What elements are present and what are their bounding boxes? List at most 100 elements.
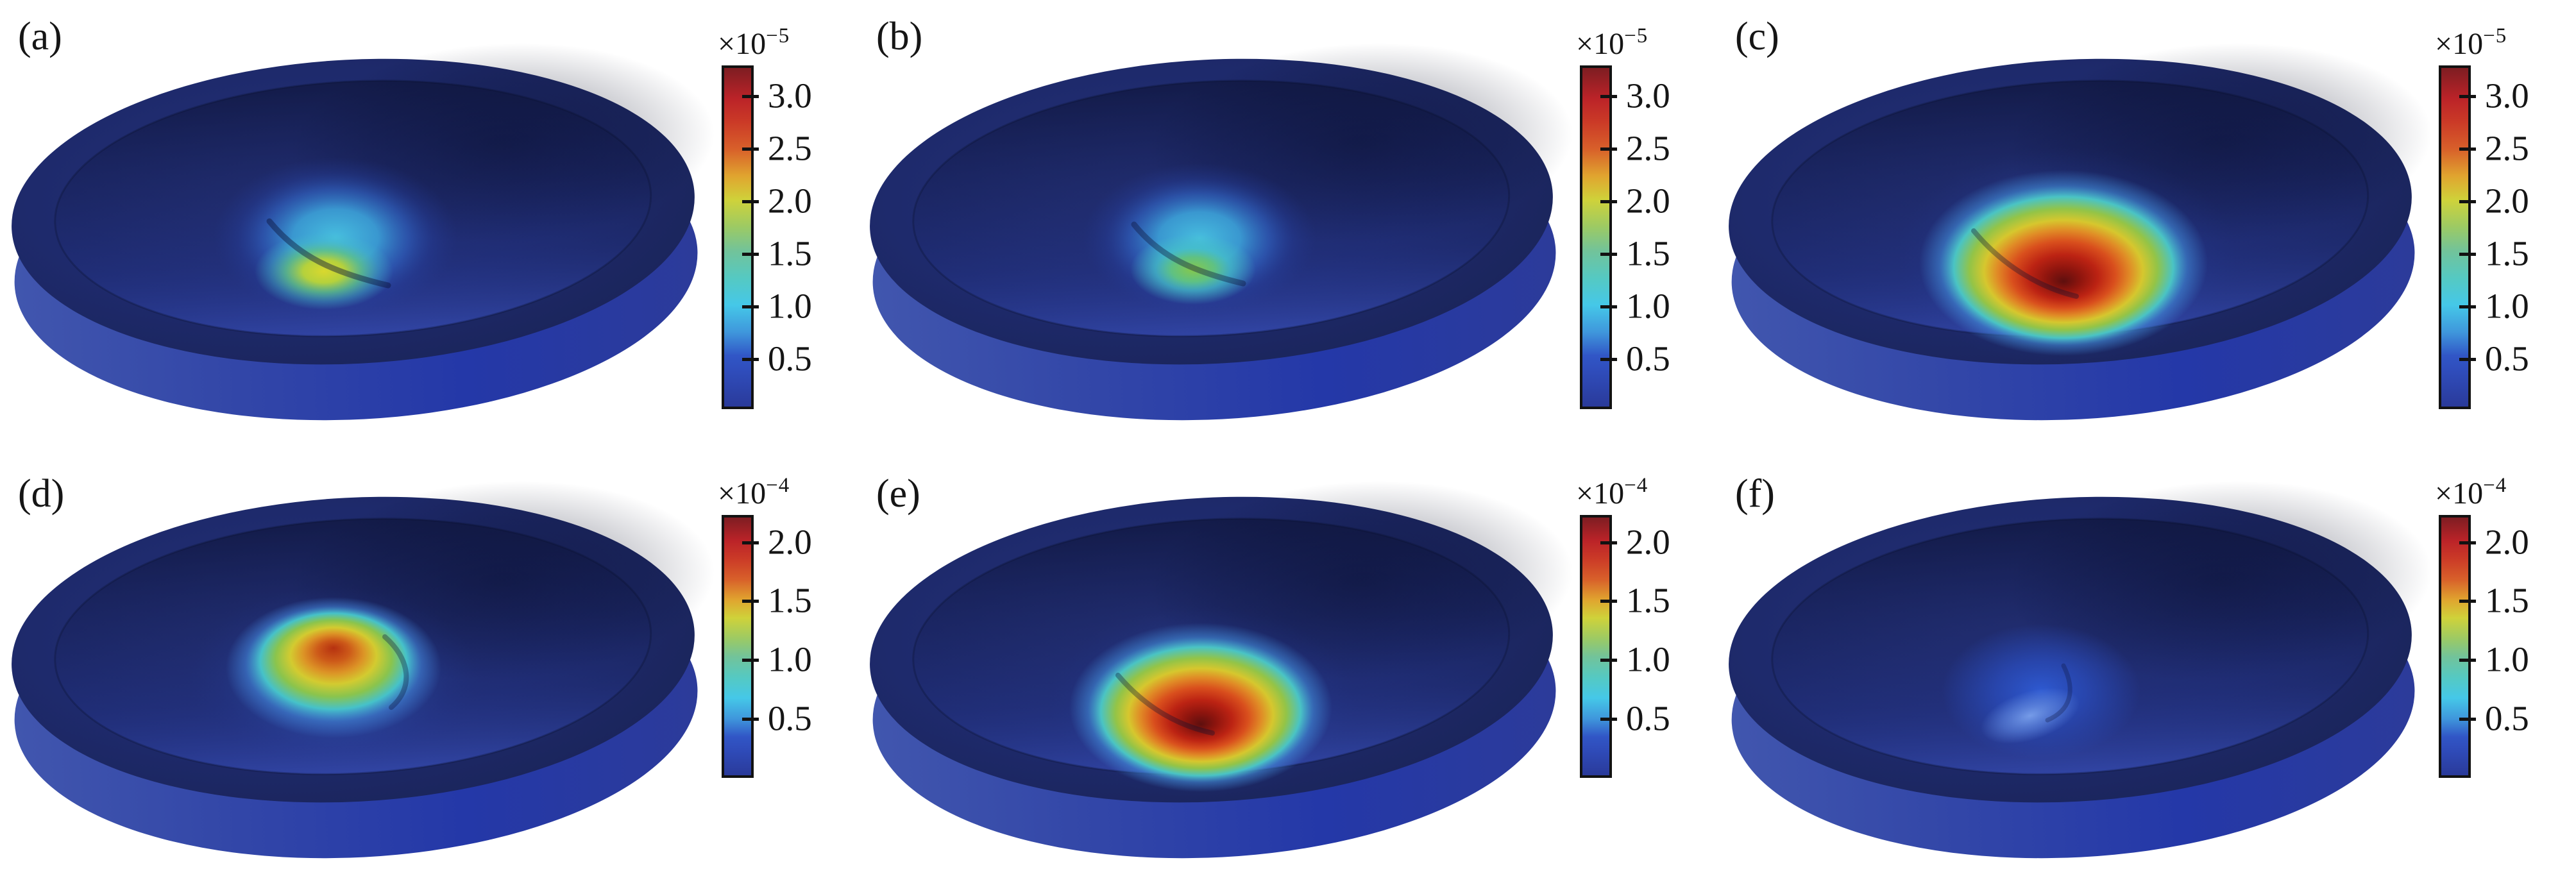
- colorbar-tick-label: 3.0: [2485, 76, 2529, 115]
- colorbar-tick: [1600, 200, 1617, 204]
- colorbar-gradient: [722, 515, 754, 778]
- colorbar-tick: [742, 718, 759, 721]
- hotspot-crease: [2045, 663, 2072, 723]
- colorbar-tick: [2459, 541, 2476, 545]
- colorbar-gradient: [1580, 515, 1612, 778]
- hotspot-crease: [1115, 673, 1215, 736]
- hotspot-e: [1048, 606, 1356, 798]
- surface-plot-a: [12, 42, 715, 421]
- panel-c: (c) ×10−5 3.0 2.5 2.0 1.5 1.0 0.5: [1717, 0, 2576, 438]
- hotspot-crease: [382, 634, 409, 710]
- colorbar-multiplier: ×10: [718, 476, 767, 511]
- colorbar-tick: [1600, 253, 1617, 257]
- colorbar-tick-label: 2.0: [1626, 181, 1670, 221]
- colorbar-tick-label: 1.0: [2485, 286, 2529, 326]
- hotspot-d: [189, 587, 478, 766]
- colorbar-multiplier: ×10: [2435, 27, 2484, 62]
- hotspot-core: [1130, 234, 1256, 305]
- colorbar-tick: [742, 95, 759, 99]
- panel-label: (c): [1735, 15, 1779, 58]
- colorbar-tick-label: 0.5: [1626, 339, 1670, 378]
- hotspot-core: [1069, 623, 1332, 792]
- hotspot-crease: [1131, 221, 1246, 287]
- hotspot-crease: [1971, 228, 2079, 299]
- colorbar-tick: [1600, 541, 1617, 545]
- colorbar-tick: [2459, 357, 2476, 361]
- colorbar-tick: [742, 658, 759, 662]
- colorbar-multiplier: ×10: [1576, 476, 1625, 511]
- colorbar-tick-label: 2.5: [768, 128, 812, 168]
- colorbar-gradient: [1580, 65, 1612, 409]
- panel-label: (b): [876, 15, 923, 58]
- hotspot-c: [1897, 147, 2237, 366]
- hotspot-crease: [266, 218, 391, 289]
- colorbar-tick-label: 1.0: [1626, 286, 1670, 326]
- colorbar-tick: [2459, 658, 2476, 662]
- surface-plot-c: [1729, 42, 2432, 421]
- colorbar-tick: [742, 541, 759, 545]
- colorbar: ×10−4 2.0 1.5 1.0 0.5: [2435, 475, 2529, 778]
- colorbar-tick-label: 1.0: [768, 639, 812, 679]
- colorbar-multiplier: ×10: [718, 27, 767, 62]
- colorbar-tick: [2459, 200, 2476, 204]
- colorbar-tick-label: 1.0: [1626, 639, 1670, 679]
- colorbar: ×10−4 2.0 1.5 1.0 0.5: [718, 475, 812, 778]
- hotspot-f: [1942, 624, 2140, 759]
- colorbar-tick-label: 1.0: [2485, 639, 2529, 679]
- hotspot-core: [255, 233, 393, 310]
- colorbar-tick-label: 1.5: [1626, 580, 1670, 620]
- colorbar-gradient: [2439, 515, 2471, 778]
- colorbar-tick-label: 3.0: [1626, 76, 1670, 115]
- hotspot-crescent: [1981, 687, 2080, 744]
- colorbar-tick: [2459, 718, 2476, 721]
- colorbar-tick: [2459, 95, 2476, 99]
- colorbar-tick-label: 0.5: [768, 339, 812, 378]
- colorbar-tick: [742, 147, 759, 151]
- colorbar-exponent: ×10−5: [718, 26, 790, 60]
- panel-label: (e): [876, 472, 920, 516]
- colorbar-tick-label: 2.0: [2485, 181, 2529, 221]
- panel-label: (d): [18, 472, 65, 516]
- colorbar-tick-label: 2.5: [1626, 128, 1670, 168]
- panel-a: (a) ×10−5 3.0 2.5 2.0 1.5 1.0 0.5: [0, 0, 859, 438]
- hotspot-a: [214, 157, 457, 317]
- surface-plot-b: [870, 42, 1573, 421]
- colorbar-tick: [742, 600, 759, 603]
- panel-label: (f): [1735, 472, 1775, 516]
- colorbar-tick-label: 1.5: [768, 233, 812, 273]
- colorbar-tick: [1600, 718, 1617, 721]
- panel-e: (e) ×10−4 2.0 1.5 1.0 0.5: [858, 438, 1717, 876]
- colorbar-tick-label: 0.5: [2485, 339, 2529, 378]
- colorbar: ×10−5 3.0 2.5 2.0 1.5 1.0 0.5: [2435, 26, 2529, 409]
- colorbar-tick-label: 0.5: [768, 698, 812, 738]
- colorbar-tick: [742, 305, 759, 308]
- colorbar-power: −5: [2483, 24, 2507, 47]
- colorbar-tick-label: 0.5: [2485, 698, 2529, 738]
- surface-plot-f: [1729, 480, 2432, 859]
- colorbar-tick-label: 3.0: [768, 76, 812, 115]
- colorbar-exponent: ×10−4: [1576, 475, 1648, 509]
- colorbar-exponent: ×10−4: [2435, 475, 2507, 509]
- surface-plot-d: [12, 480, 715, 859]
- colorbar-tick-label: 1.5: [768, 580, 812, 620]
- panel-d: (d) ×10−4 2.0 1.5 1.0 0.5: [0, 438, 859, 876]
- colorbar-tick-label: 1.5: [2485, 580, 2529, 620]
- surface-plot-e: [870, 480, 1573, 859]
- colorbar-tick: [742, 357, 759, 361]
- colorbar-tick-label: 2.0: [1626, 522, 1670, 562]
- colorbar-gradient: [722, 65, 754, 409]
- colorbar-tick: [1600, 600, 1617, 603]
- colorbar-exponent: ×10−5: [2435, 26, 2507, 60]
- colorbar-tick-label: 2.0: [768, 181, 812, 221]
- colorbar-tick: [1600, 658, 1617, 662]
- colorbar-tick-label: 2.5: [2485, 128, 2529, 168]
- colorbar-tick-label: 0.5: [1626, 698, 1670, 738]
- colorbar-tick: [2459, 305, 2476, 308]
- colorbar-tick-label: 2.0: [768, 522, 812, 562]
- hotspot-core: [226, 597, 441, 738]
- colorbar: ×10−5 3.0 2.5 2.0 1.5 1.0 0.5: [1576, 26, 1670, 409]
- colorbar-tick: [2459, 147, 2476, 151]
- hotspot-b: [1083, 163, 1316, 314]
- colorbar-tick: [2459, 253, 2476, 257]
